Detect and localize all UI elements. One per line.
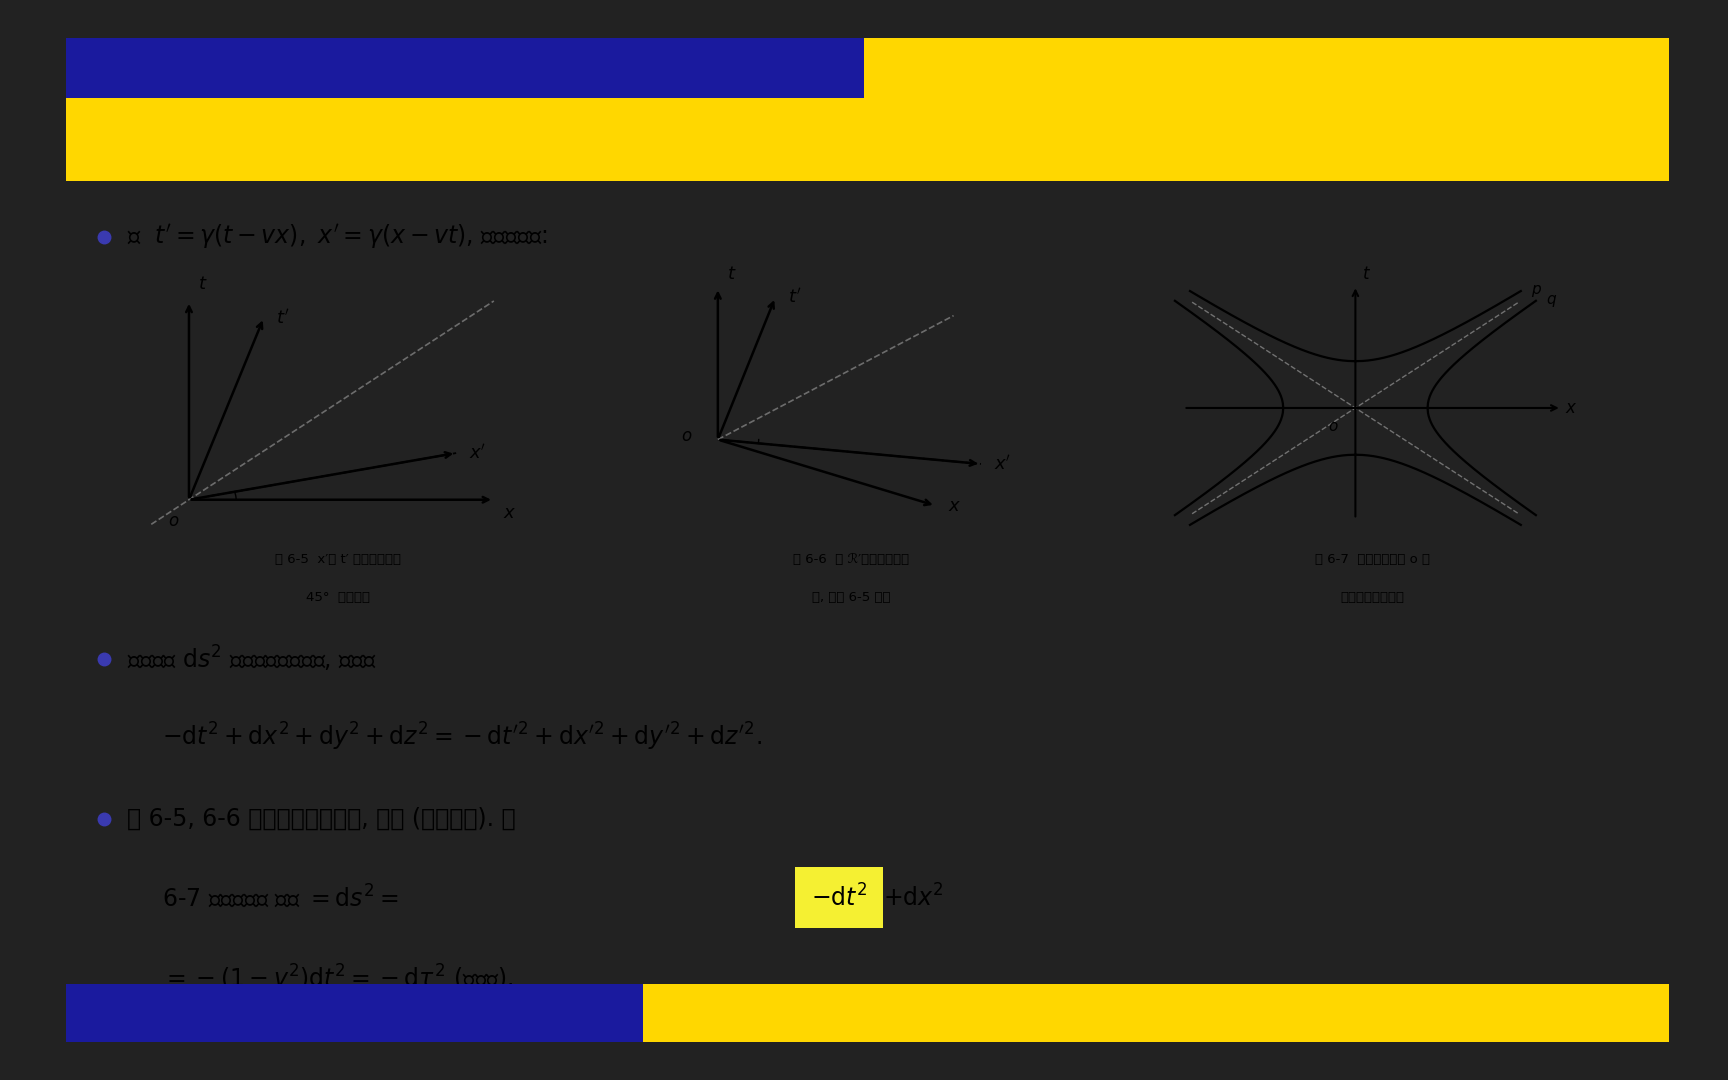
Text: $o$: $o$ — [1327, 419, 1337, 434]
Text: 第 1 章  广义相对论初步: 第 1 章 广义相对论初步 — [753, 60, 859, 76]
Text: $x$: $x$ — [1566, 399, 1578, 417]
Text: 联直线长度为常数: 联直线长度为常数 — [1341, 591, 1405, 604]
Bar — [66, 984, 643, 1042]
Text: $t'$: $t'$ — [276, 308, 290, 327]
Text: 邹远川  zouyc@hust.edu.cn  (HUST): 邹远川 zouyc@hust.edu.cn (HUST) — [95, 1007, 313, 1020]
Text: $x$: $x$ — [949, 497, 961, 515]
Bar — [864, 38, 1669, 98]
Text: $o$: $o$ — [168, 512, 180, 530]
Text: 45°  直线两侧: 45° 直线两侧 — [306, 591, 370, 604]
Text: $-\mathrm{d}t^2 + \mathrm{d}x^2 + \mathrm{d}y^2 + \mathrm{d}z^2 = -\mathrm{d}t'^: $-\mathrm{d}t^2 + \mathrm{d}x^2 + \mathr… — [162, 720, 762, 753]
Bar — [66, 38, 871, 98]
Text: $t$: $t$ — [199, 274, 207, 293]
Text: 8 / 42: 8 / 42 — [1578, 1007, 1616, 1020]
Text: $x$: $x$ — [503, 504, 517, 522]
Text: 图 6-5, 6-6 可看出运动的钟慢, 尺短 (见下一页). 图: 图 6-5, 6-6 可看出运动的钟慢, 尺短 (见下一页). 图 — [126, 807, 515, 832]
Text: $t'$: $t'$ — [788, 288, 802, 307]
Text: $-\mathrm{d}t^2$: $-\mathrm{d}t^2$ — [810, 883, 867, 912]
Text: 图 6-6  以 ℛ′为基准的时空: 图 6-6 以 ℛ′为基准的时空 — [793, 553, 909, 566]
Bar — [66, 98, 1669, 181]
Text: $t$: $t$ — [1362, 266, 1372, 283]
Text: $x'$: $x'$ — [468, 444, 486, 462]
Text: 狭义相对论应用到钟慢尺缩: 狭义相对论应用到钟慢尺缩 — [95, 123, 354, 157]
Text: Fall 2022: Fall 2022 — [1303, 1007, 1362, 1020]
Text: 图 6-7  双曲线的点与 o 所: 图 6-7 双曲线的点与 o 所 — [1315, 553, 1431, 566]
Text: 图, 与图 6-5 等价: 图, 与图 6-5 等价 — [812, 591, 890, 604]
Text: $o$: $o$ — [681, 428, 693, 445]
Text: 6-7 双曲线表示 常数 $= \mathrm{d}s^2 = $: 6-7 双曲线表示 常数 $= \mathrm{d}s^2 = $ — [162, 883, 397, 912]
Text: $x'$: $x'$ — [994, 455, 1011, 473]
Text: $= -(1-v^2)\mathrm{d}t^2 = -\mathrm{d}\tau^2$ (固有时).: $= -(1-v^2)\mathrm{d}t^2 = -\mathrm{d}\t… — [162, 962, 513, 993]
Text: $t$: $t$ — [727, 265, 736, 283]
Bar — [643, 984, 1669, 1042]
Text: 图 6-5  x′与 t′ 轴对称地分居: 图 6-5 x′与 t′ 轴对称地分居 — [275, 553, 401, 566]
Text: 第 2 节   狭义相对论: 第 2 节 狭义相对论 — [880, 60, 978, 76]
Text: $p$: $p$ — [1531, 283, 1541, 299]
Text: 由  $t' = \gamma(t - vx),\ x' = \gamma(x - vt)$, 则坐标变换:: 由 $t' = \gamma(t - vx),\ x' = \gamma(x -… — [126, 222, 546, 251]
Text: $q$: $q$ — [1547, 293, 1557, 309]
Bar — [795, 867, 883, 928]
Text: 广义相对论初步: 广义相对论初步 — [943, 1007, 1001, 1020]
Text: $+ \mathrm{d}x^2$: $+ \mathrm{d}x^2$ — [883, 883, 943, 912]
Text: 时空间隔 $\mathrm{d}s^2$ 不依赖于坐标选取, 意味着: 时空间隔 $\mathrm{d}s^2$ 不依赖于坐标选取, 意味着 — [126, 644, 377, 674]
